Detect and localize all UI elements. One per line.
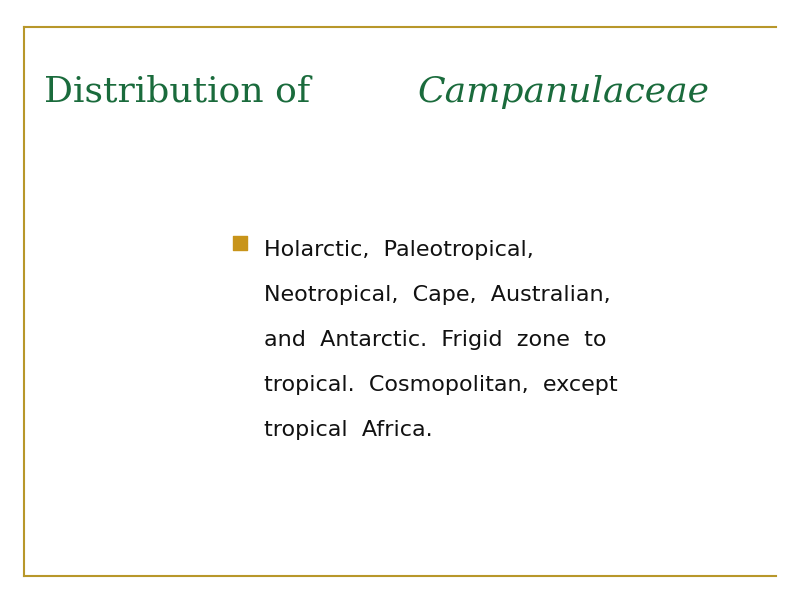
Text: tropical  Africa.: tropical Africa.: [264, 420, 433, 440]
Text: Campanulaceae: Campanulaceae: [418, 75, 710, 109]
Text: Distribution of: Distribution of: [44, 75, 334, 109]
Text: Holarctic,  Paleotropical,: Holarctic, Paleotropical,: [264, 240, 534, 260]
Text: and  Antarctic.  Frigid  zone  to: and Antarctic. Frigid zone to: [264, 330, 606, 350]
Point: [234, 238, 246, 248]
Text: tropical.  Cosmopolitan,  except: tropical. Cosmopolitan, except: [264, 375, 618, 395]
Text: Neotropical,  Cape,  Australian,: Neotropical, Cape, Australian,: [264, 285, 610, 305]
